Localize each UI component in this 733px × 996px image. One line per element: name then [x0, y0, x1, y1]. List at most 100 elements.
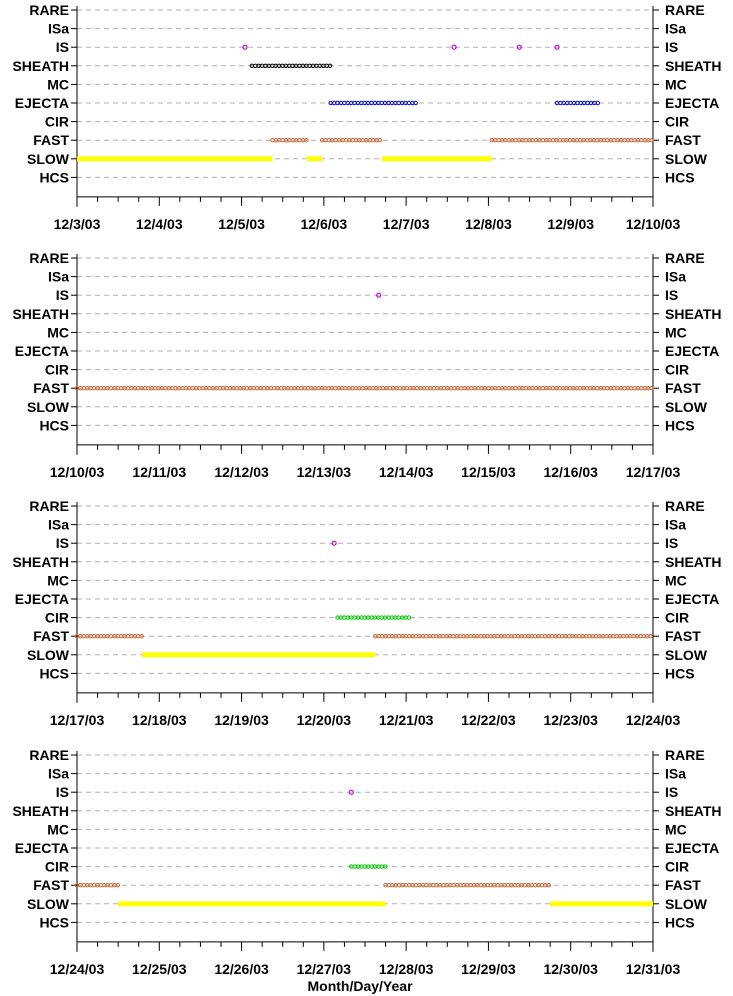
y-label-left: MC	[47, 821, 69, 837]
y-label-left: ISa	[48, 766, 69, 782]
fast-marker	[207, 386, 212, 391]
x-tick-label: 12/22/03	[461, 712, 516, 728]
fast-marker	[648, 634, 653, 639]
slow-interval-bar	[306, 156, 323, 162]
fast-marker	[540, 386, 545, 391]
x-tick-label: 12/6/03	[300, 216, 347, 232]
series-cir	[349, 864, 388, 869]
y-label-right: ISa	[665, 766, 686, 782]
fast-marker	[478, 883, 483, 888]
x-tick-label: 12/27/03	[297, 961, 352, 977]
fast-marker	[459, 386, 464, 391]
x-tick-label: 12/25/03	[132, 961, 187, 977]
y-label-right: SLOW	[665, 399, 708, 415]
x-tick-label: 12/19/03	[214, 712, 269, 728]
y-label-right: MC	[665, 324, 687, 340]
fast-marker	[316, 386, 321, 391]
fast-marker	[469, 386, 474, 391]
series-slow	[77, 156, 492, 162]
series-slow	[118, 901, 653, 907]
x-tick-label: 12/10/03	[50, 464, 105, 480]
fast-marker	[115, 883, 121, 888]
y-label-left: MC	[47, 76, 69, 92]
ejecta-marker	[342, 100, 347, 106]
y-label-left: CIR	[45, 114, 69, 130]
y-label-right: CIR	[665, 859, 689, 875]
fast-marker	[622, 386, 627, 391]
y-label-left: CIR	[45, 362, 69, 378]
y-label-right: ISa	[665, 269, 686, 285]
x-tick-label: 12/16/03	[543, 464, 598, 480]
y-label-left: HCS	[39, 417, 69, 433]
fast-marker	[108, 386, 114, 391]
fast-marker	[649, 386, 654, 391]
y-label-left: SHEATH	[12, 803, 69, 819]
y-label-left: SLOW	[27, 896, 70, 912]
y-label-left: ISa	[48, 269, 69, 285]
series-is	[348, 789, 354, 795]
cir-marker	[406, 615, 412, 620]
y-label-right: MC	[665, 572, 687, 588]
fast-marker	[424, 883, 429, 888]
y-label-right: IS	[665, 287, 678, 303]
cir-marker	[352, 615, 357, 620]
fast-marker	[513, 386, 518, 391]
series-slow	[142, 652, 376, 658]
is-point	[348, 789, 354, 795]
fast-marker	[622, 138, 627, 143]
fast-marker	[486, 386, 491, 391]
y-label-right: IS	[665, 784, 678, 800]
series-is	[376, 292, 382, 298]
fast-marker	[163, 386, 168, 391]
panel-4: RARE RARE ISa ISa IS IS SHEATH SHEATH MC MC EJECTA…	[12, 747, 721, 977]
y-label-left: CIR	[45, 610, 69, 626]
sheath-marker	[324, 63, 329, 69]
fast-marker	[108, 634, 114, 639]
x-tick-label: 12/3/03	[54, 216, 101, 232]
fast-marker	[546, 883, 551, 888]
series-fast	[74, 634, 653, 639]
fast-marker	[451, 634, 456, 639]
fast-marker	[387, 386, 392, 391]
y-label-left: FAST	[33, 132, 69, 148]
y-label-left: HCS	[39, 169, 69, 185]
x-tick-label: 12/30/03	[543, 961, 598, 977]
fast-marker	[522, 634, 528, 639]
y-label-right: ISa	[665, 517, 686, 533]
y-label-left: IS	[56, 39, 69, 55]
x-tick-label: 12/24/03	[626, 712, 681, 728]
series-is	[331, 540, 337, 546]
series-fast	[74, 883, 551, 888]
y-label-left: EJECTA	[15, 840, 69, 856]
x-tick-label: 12/11/03	[132, 464, 186, 480]
y-label-left: HCS	[39, 914, 69, 930]
y-label-right: FAST	[665, 877, 701, 893]
fast-marker	[360, 138, 366, 143]
y-label-left: EJECTA	[15, 591, 69, 607]
fast-marker	[261, 386, 267, 391]
fast-marker	[297, 138, 302, 143]
fast-marker	[468, 883, 473, 888]
y-label-left: SLOW	[27, 647, 70, 663]
ejecta-marker	[379, 100, 384, 106]
y-label-right: HCS	[665, 417, 695, 433]
fast-marker	[190, 386, 195, 391]
fast-marker	[136, 386, 141, 391]
y-label-left: MC	[47, 324, 69, 340]
sheath-marker	[297, 63, 302, 69]
series-fast	[74, 386, 654, 391]
y-label-left: ISa	[48, 517, 69, 533]
fast-marker	[270, 138, 275, 143]
fast-marker	[496, 386, 501, 391]
y-label-right: SHEATH	[665, 803, 722, 819]
fast-marker	[612, 386, 617, 391]
fast-marker	[631, 634, 636, 639]
x-tick-label: 12/17/03	[626, 464, 681, 480]
fast-marker	[442, 386, 447, 391]
fast-marker	[441, 883, 446, 888]
fast-marker	[81, 386, 87, 391]
y-label-right: EJECTA	[665, 591, 719, 607]
y-label-right: RARE	[665, 498, 705, 514]
cir-marker	[369, 864, 374, 869]
fast-marker	[306, 386, 311, 391]
